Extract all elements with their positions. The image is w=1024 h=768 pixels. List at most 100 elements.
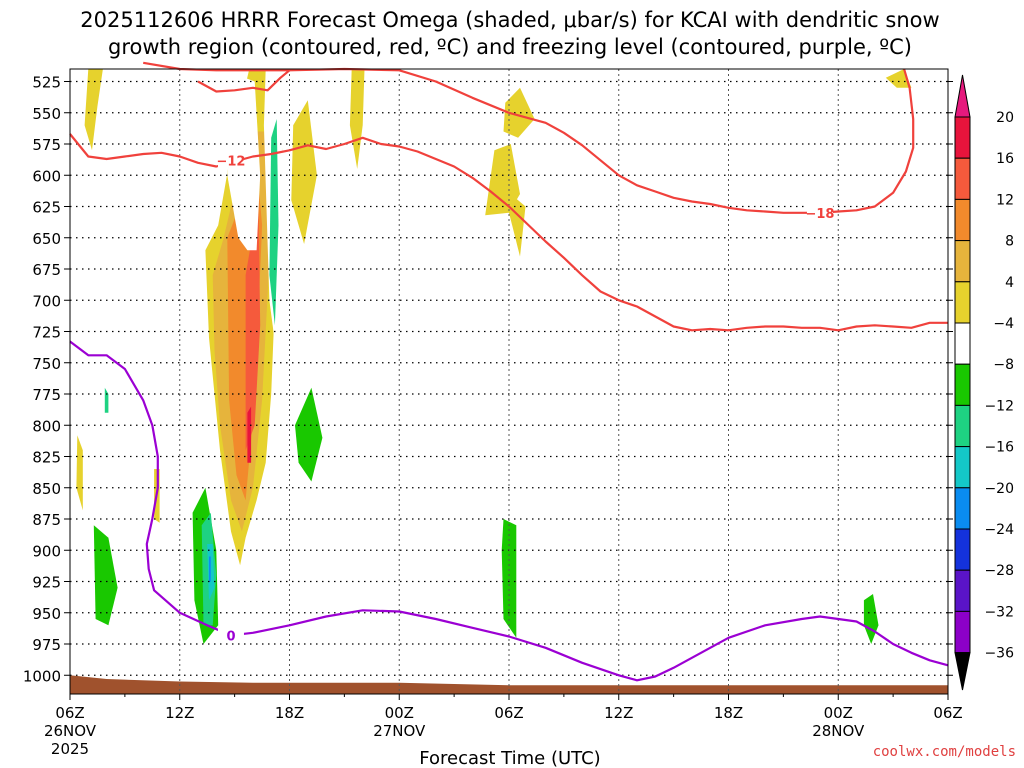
contour-label-bg — [217, 152, 244, 168]
colorbar-label-3: 8 — [1005, 234, 1014, 250]
x-tick-label-1: 12Z — [165, 704, 194, 722]
y-tick-label-600: 600 — [32, 167, 61, 185]
colorbar-bottom-arrow — [954, 652, 971, 691]
y-tick-label-675: 675 — [32, 261, 61, 279]
colorbar-cell-7 — [954, 404, 971, 448]
colorbar: 20 16 12 8 4 −4 −8 −12 −16 −20 −24 −28 −32 −36 — [954, 74, 1014, 691]
colorbar-label-12: −32 — [984, 604, 1014, 620]
x-year-label-0: 2025 — [51, 740, 89, 758]
omega-region-11 — [245, 200, 261, 451]
contour-labels: −12 −18 0 — [216, 152, 834, 644]
x-tick-label-0: 06Z — [55, 704, 84, 722]
x-tick-label-5: 12Z — [604, 704, 633, 722]
colorbar-label-1: 16 — [996, 151, 1014, 167]
y-tick-label-850: 850 — [32, 480, 61, 498]
chart-title-line-2: growth region (contoured, red, ºC) and f… — [108, 35, 912, 59]
omega-region-21 — [75, 594, 92, 663]
y-tick-label-925: 925 — [32, 574, 61, 592]
contour-label-bg — [806, 204, 833, 220]
y-tick-label-575: 575 — [32, 136, 61, 154]
plot-area: −12 −18 0 — [69, 61, 949, 695]
omega-region-34 — [434, 75, 442, 94]
y-tick-label-900: 900 — [32, 542, 61, 560]
x-tick-label-6: 18Z — [714, 704, 743, 722]
omega-region-18 — [93, 525, 118, 626]
colorbar-label-5: −4 — [993, 316, 1014, 332]
contour-dgz_minus12_upper — [69, 133, 948, 332]
colorbar-cell-12 — [954, 610, 971, 654]
y-tick-label-1000: 1000 — [23, 667, 61, 685]
x-date-label-0: 26NOV — [44, 722, 97, 740]
omega-region-6 — [76, 435, 83, 511]
credit-text: coolwx.com/models — [873, 744, 1016, 760]
omega-region-30 — [501, 519, 517, 638]
contour-label-dgz_minus12_upper: −12 — [216, 154, 245, 169]
colorbar-cell-4 — [954, 281, 971, 324]
y-tick-label-725: 725 — [32, 324, 61, 342]
contour-lines — [69, 61, 949, 682]
omega-region-4 — [503, 87, 535, 138]
colorbar-cell-6 — [954, 363, 971, 406]
y-tick-label-875: 875 — [32, 511, 61, 529]
y-tick-label-625: 625 — [32, 199, 61, 217]
contour-dgz_minus12_spike — [197, 69, 291, 93]
omega-region-16 — [269, 119, 279, 326]
colorbar-cell-10 — [954, 528, 971, 571]
contour-label-dgz_minus18: −18 — [805, 207, 834, 222]
y-tick-label-750: 750 — [32, 355, 61, 373]
colorbar-cell-0 — [954, 116, 971, 159]
contour-freezing_level_0C — [69, 340, 949, 682]
y-tick-label-650: 650 — [32, 230, 61, 248]
colorbar-cell-11 — [954, 569, 971, 612]
colorbar-label-7: −12 — [984, 398, 1014, 414]
colorbar-label-2: 12 — [996, 192, 1014, 208]
omega-region-20 — [145, 175, 160, 313]
omega-region-26 — [209, 556, 211, 582]
y-tick-label-775: 775 — [32, 386, 61, 404]
y-tick-label-950: 950 — [32, 605, 61, 623]
contour-label-bg — [217, 627, 244, 643]
omega-region-13 — [291, 100, 317, 244]
chart-title-line-1: 2025112606 HRRR Forecast Omega (shaded, … — [80, 8, 939, 32]
y-tick-label-825: 825 — [32, 449, 61, 467]
x-tick-label-4: 06Z — [494, 704, 523, 722]
omega-region-0 — [84, 69, 103, 151]
y-tick-label-550: 550 — [32, 105, 61, 123]
colorbar-label-4: 4 — [1005, 275, 1014, 291]
colorbar-cell-3 — [954, 240, 971, 283]
colorbar-label-0: 20 — [996, 110, 1014, 126]
colorbar-label-6: −8 — [993, 357, 1014, 373]
colorbar-cell-5 — [954, 322, 971, 365]
omega-region-5 — [485, 144, 520, 216]
colorbar-label-9: −20 — [984, 481, 1014, 497]
colorbar-cell-1 — [954, 157, 971, 200]
x-tick-label-2: 18Z — [275, 704, 304, 722]
omega-region-28 — [295, 387, 323, 482]
colorbar-label-13: −36 — [984, 646, 1014, 662]
contour-label-freezing_level_0C: 0 — [226, 629, 235, 644]
y-tick-label-975: 975 — [32, 636, 61, 654]
colorbar-cell-9 — [954, 487, 971, 530]
x-axis-label: Forecast Time (UTC) — [419, 748, 600, 768]
colorbar-cell-8 — [954, 446, 971, 489]
omega-region-12 — [247, 406, 252, 463]
x-tick-label-3: 00Z — [385, 704, 414, 722]
x-date-label-3: 27NOV — [373, 722, 426, 740]
colorbar-cell-2 — [954, 198, 971, 242]
omega-region-1 — [349, 69, 365, 169]
x-tick-label-7: 00Z — [824, 704, 853, 722]
colorbar-label-10: −24 — [984, 522, 1014, 538]
colorbar-label-8: −16 — [984, 440, 1014, 456]
x-tick-label-8: 06Z — [933, 704, 962, 722]
colorbar-label-11: −28 — [984, 563, 1014, 579]
y-tick-label-700: 700 — [32, 292, 61, 310]
colorbar-top-arrow — [954, 74, 971, 118]
contour-dgz_minus18 — [143, 61, 915, 214]
omega-region-33 — [904, 494, 912, 588]
y-tick-label-800: 800 — [32, 417, 61, 435]
y-axis-ticks: 525 550 575 600 625 650 675 700 725 750 775 800 825 8… — [23, 74, 953, 685]
x-date-label-7: 28NOV — [812, 722, 865, 740]
y-tick-label-525: 525 — [32, 74, 61, 92]
